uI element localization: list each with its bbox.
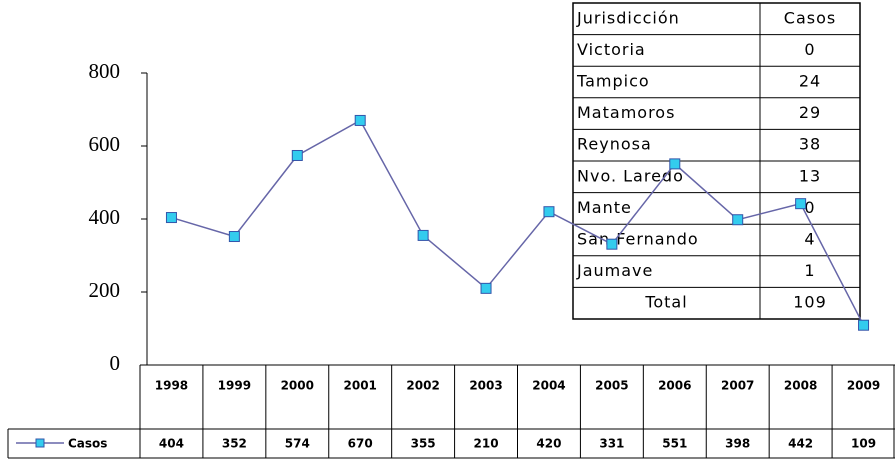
table-cell: 4: [804, 230, 815, 249]
point: [795, 198, 807, 210]
table-cell: Nvo. Laredo: [577, 166, 684, 185]
y-tick-label: 800: [89, 59, 121, 83]
table-cell: Jaumave: [576, 261, 653, 280]
table-cell: 38: [799, 135, 821, 154]
x-tick-label: 2002: [406, 379, 439, 393]
x-tick-label: 2006: [658, 379, 691, 393]
x-tick-label: 2009: [847, 379, 880, 393]
point: [480, 282, 492, 294]
data-label: 574: [285, 437, 310, 451]
table-header: Jurisdicción: [576, 8, 680, 27]
table-total: Total: [644, 293, 687, 312]
table-cell: San Fernando: [577, 230, 699, 249]
x-tick-label: 2005: [595, 379, 628, 393]
table-cell: 29: [799, 103, 821, 122]
data-label: 210: [474, 437, 499, 451]
point: [606, 238, 618, 250]
x-tick-label: 2001: [344, 379, 377, 393]
table-cell: Reynosa: [577, 135, 652, 154]
table-cell: 0: [804, 40, 815, 59]
y-tick-label: 200: [89, 278, 121, 302]
data-label: 355: [411, 437, 436, 451]
legend-marker: [35, 438, 45, 448]
data-label: 398: [725, 437, 750, 451]
point: [228, 231, 240, 243]
point: [732, 214, 744, 226]
x-tick-label: 2003: [469, 379, 502, 393]
data-label: 420: [536, 437, 561, 451]
data-label: 551: [662, 437, 687, 451]
x-tick-label: 1999: [218, 379, 251, 393]
table-cell: Victoria: [577, 40, 646, 59]
table-cell: 24: [799, 72, 821, 91]
point: [165, 212, 177, 224]
x-tick-label: 1998: [155, 379, 188, 393]
table-total: 109: [793, 293, 827, 312]
series-line: [171, 119, 865, 326]
point: [354, 114, 366, 126]
y-tick-label: 400: [89, 205, 121, 229]
table-cell: 1: [804, 261, 815, 280]
data-label: 352: [222, 437, 247, 451]
x-tick-label: 2008: [784, 379, 817, 393]
table-cell: Matamoros: [577, 103, 675, 122]
point: [291, 149, 303, 161]
y-tick-label: 600: [89, 132, 121, 156]
table-cell: 0: [804, 198, 815, 217]
x-tick-label: 2007: [721, 379, 754, 393]
data-label: 331: [599, 437, 624, 451]
data-label: 109: [851, 437, 876, 451]
point: [858, 319, 870, 331]
x-tick-label: 2000: [281, 379, 314, 393]
table-header: Casos: [784, 8, 836, 27]
data-label: 404: [159, 437, 184, 451]
point: [543, 206, 555, 218]
legend-label: Casos: [68, 437, 107, 451]
point: [669, 158, 681, 170]
y-tick-label: 0: [110, 351, 121, 375]
data-label: 442: [788, 437, 813, 451]
table-cell: Tampico: [576, 72, 650, 91]
table-cell: Mante: [577, 198, 632, 217]
point: [417, 229, 429, 241]
data-label: 670: [348, 437, 373, 451]
x-tick-label: 2004: [532, 379, 565, 393]
table-cell: 13: [799, 166, 821, 185]
